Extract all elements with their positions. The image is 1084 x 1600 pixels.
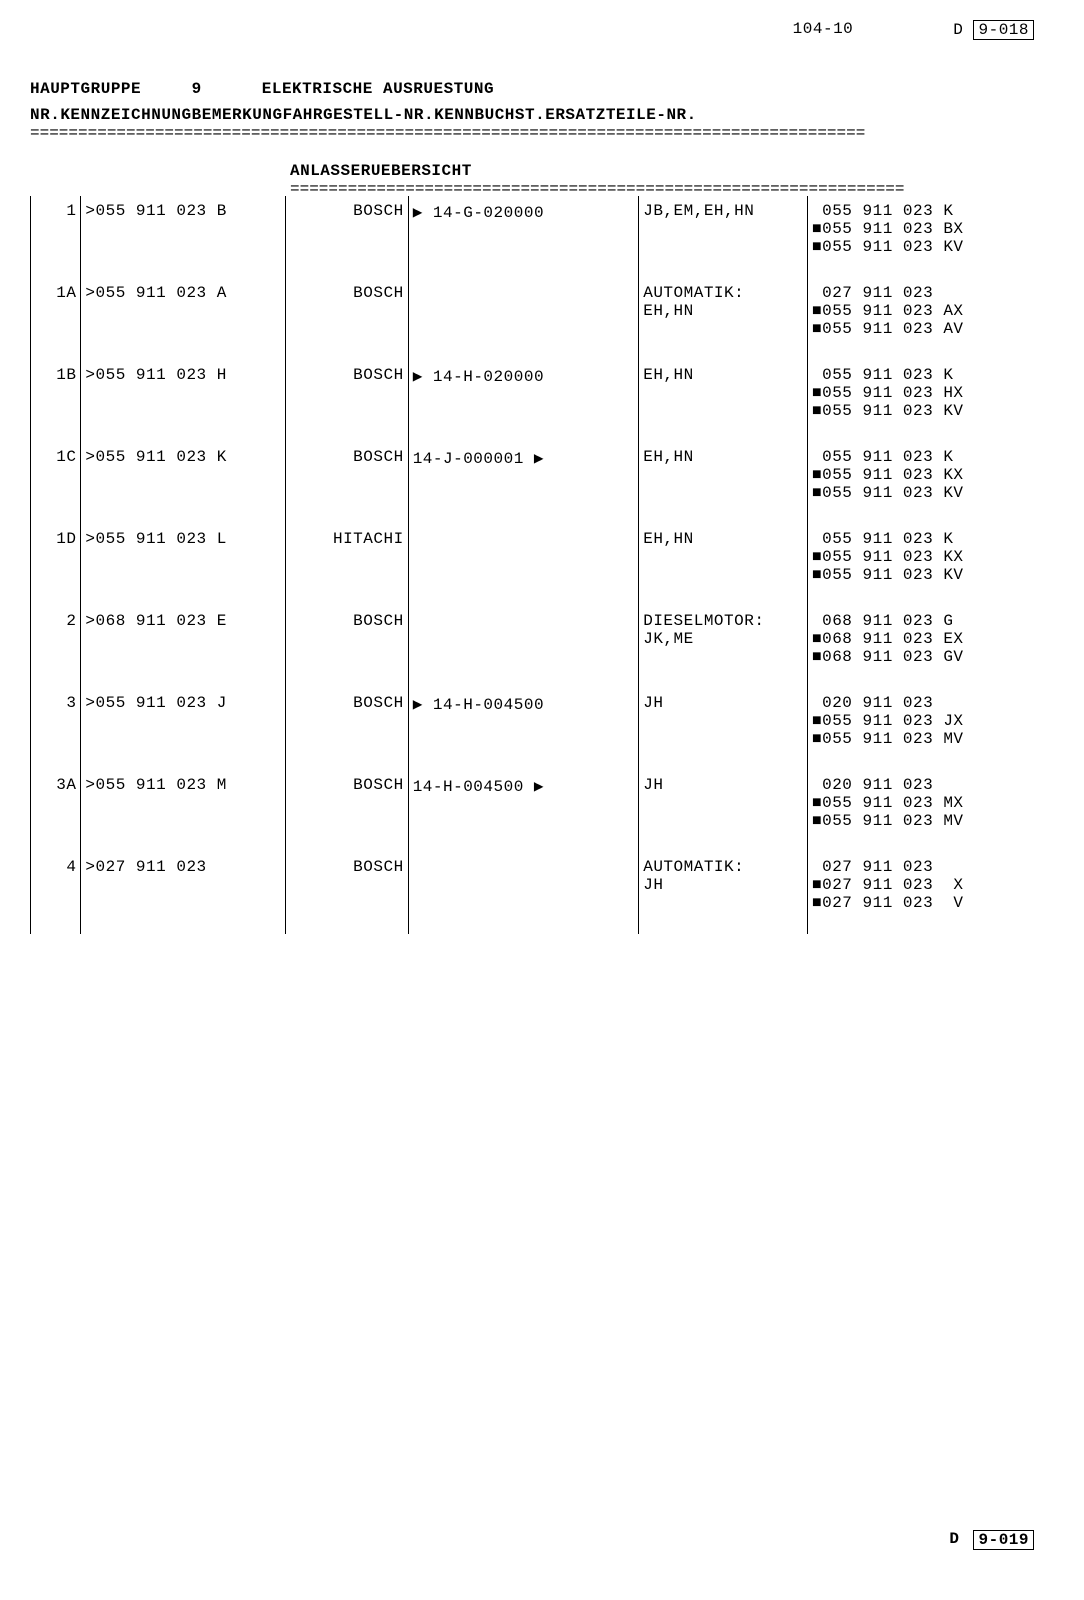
cell-kennzeichnung: >068 911 023 E [81, 606, 286, 672]
cell-nr: 1 [31, 196, 81, 262]
table-row: 3>055 911 023 JBOSCH▶ 14-H-004500JH 020 … [31, 688, 1054, 754]
cell-kennbuchst: AUTOMATIK: JH [639, 852, 808, 918]
cell-nr: 1B [31, 360, 81, 426]
table-row: 1C>055 911 023 KBOSCH14-J-000001 ▶EH,HN … [31, 442, 1054, 508]
col-ers-hdr: ERSATZTEILE-NR. [545, 106, 697, 124]
cell-nr: 4 [31, 852, 81, 918]
cell-ersatzteile: 020 911 023 ■055 911 023 JX ■055 911 023… [808, 688, 1054, 754]
cell-kennbuchst: JB,EM,EH,HN [639, 196, 808, 262]
cell-fahrgestell: ▶ 14-H-004500 [408, 688, 639, 754]
cell-fahrgestell: ▶ 14-G-020000 [408, 196, 639, 262]
cell-ersatzteile: 027 911 023 ■027 911 023 X ■027 911 023 … [808, 852, 1054, 918]
cell-kennzeichnung: >055 911 023 K [81, 442, 286, 508]
hauptgruppe-nr: 9 [192, 80, 202, 98]
cell-nr: 1A [31, 278, 81, 344]
cell-kennzeichnung: >055 911 023 B [81, 196, 286, 262]
cell-fahrgestell [408, 852, 639, 918]
cell-fahrgestell [408, 524, 639, 590]
col-kenn-hdr: KENNZEICHNUNG [60, 106, 191, 124]
title-row: HAUPTGRUPPE 9 ELEKTRISCHE AUSRUESTUNG [30, 80, 1054, 98]
section-name: ELEKTRISCHE AUSRUESTUNG [262, 80, 494, 98]
col-bem-hdr: BEMERKUNG [192, 106, 283, 124]
cell-kennzeichnung: >055 911 023 J [81, 688, 286, 754]
table-row: 3A>055 911 023 MBOSCH14-H-004500 ▶JH 020… [31, 770, 1054, 836]
cell-fahrgestell [408, 278, 639, 344]
col-fahr-hdr: FAHRGESTELL-NR. [283, 106, 435, 124]
col-kb-hdr: KENNBUCHST. [434, 106, 545, 124]
cell-kennbuchst: EH,HN [639, 442, 808, 508]
cell-bemerkung: HITACHI [286, 524, 408, 590]
cell-kennbuchst: JH [639, 770, 808, 836]
footer-letter: D [949, 1530, 959, 1550]
cell-kennbuchst: DIESELMOTOR: JK,ME [639, 606, 808, 672]
cell-ersatzteile: 055 911 023 K ■055 911 023 KX ■055 911 0… [808, 442, 1054, 508]
table-row: 1D>055 911 023 LHITACHI EH,HN 055 911 023… [31, 524, 1054, 590]
cell-fahrgestell: 14-J-000001 ▶ [408, 442, 639, 508]
cell-bemerkung: BOSCH [286, 442, 408, 508]
cell-nr: 1C [31, 442, 81, 508]
cell-kennzeichnung: >055 911 023 L [81, 524, 286, 590]
cell-bemerkung: BOSCH [286, 278, 408, 344]
cell-bemerkung: BOSCH [286, 360, 408, 426]
cell-bemerkung: BOSCH [286, 852, 408, 918]
cell-kennbuchst: AUTOMATIK: EH,HN [639, 278, 808, 344]
table-row: 1>055 911 023 BBOSCH▶ 14-G-020000JB,EM,E… [31, 196, 1054, 262]
cell-fahrgestell: ▶ 14-H-020000 [408, 360, 639, 426]
cell-bemerkung: BOSCH [286, 688, 408, 754]
cell-ersatzteile: 055 911 023 K ■055 911 023 HX ■055 911 0… [808, 360, 1054, 426]
table-row: 1B>055 911 023 HBOSCH▶ 14-H-020000EH,HN … [31, 360, 1054, 426]
col-nr-hdr: NR. [30, 106, 60, 124]
top-right-letter: D [953, 21, 963, 39]
cell-bemerkung: BOSCH [286, 770, 408, 836]
page-code: 104-10 [793, 20, 854, 40]
top-right-box: 9-018 [973, 20, 1034, 40]
cell-ersatzteile: 055 911 023 K ■055 911 023 KX ■055 911 0… [808, 524, 1054, 590]
footer-box: 9-019 [973, 1530, 1034, 1550]
page-header-codes: 104-10 D 9-018 [30, 20, 1054, 40]
table-row: 1A>055 911 023 ABOSCH AUTOMATIK: EH,HN 02… [31, 278, 1054, 344]
cell-nr: 3A [31, 770, 81, 836]
header-rule: ========================================… [30, 124, 1054, 142]
cell-nr: 1D [31, 524, 81, 590]
table-row: 4>027 911 023BOSCH AUTOMATIK: JH 027 911 … [31, 852, 1054, 918]
cell-ersatzteile: 020 911 023 ■055 911 023 MX ■055 911 023… [808, 770, 1054, 836]
cell-fahrgestell [408, 606, 639, 672]
footer-codes: D 9-019 [0, 1530, 1084, 1550]
cell-nr: 3 [31, 688, 81, 754]
hauptgruppe-label: HAUPTGRUPPE [30, 80, 141, 98]
cell-kennbuchst: EH,HN [639, 360, 808, 426]
top-right-group: D 9-018 [953, 20, 1034, 40]
cell-kennzeichnung: >055 911 023 A [81, 278, 286, 344]
cell-ersatzteile: 068 911 023 G ■068 911 023 EX ■068 911 0… [808, 606, 1054, 672]
cell-bemerkung: BOSCH [286, 606, 408, 672]
cell-fahrgestell: 14-H-004500 ▶ [408, 770, 639, 836]
cell-nr: 2 [31, 606, 81, 672]
cell-kennbuchst: JH [639, 688, 808, 754]
cell-ersatzteile: 055 911 023 K ■055 911 023 BX ■055 911 0… [808, 196, 1054, 262]
cell-ersatzteile: 027 911 023 ■055 911 023 AX ■055 911 023… [808, 278, 1054, 344]
column-headers: NR. KENNZEICHNUNG BEMERKUNG FAHRGESTELL-… [30, 106, 1054, 124]
cell-kennzeichnung: >055 911 023 M [81, 770, 286, 836]
cell-kennbuchst: EH,HN [639, 524, 808, 590]
cell-kennzeichnung: >055 911 023 H [81, 360, 286, 426]
cell-bemerkung: BOSCH [286, 196, 408, 262]
parts-table: 1>055 911 023 BBOSCH▶ 14-G-020000JB,EM,E… [30, 196, 1054, 934]
subtitle: ANLASSERUEBERSICHT [290, 162, 1054, 180]
table-row: 2>068 911 023 EBOSCH DIESELMOTOR: JK,ME 0… [31, 606, 1054, 672]
cell-kennzeichnung: >027 911 023 [81, 852, 286, 918]
